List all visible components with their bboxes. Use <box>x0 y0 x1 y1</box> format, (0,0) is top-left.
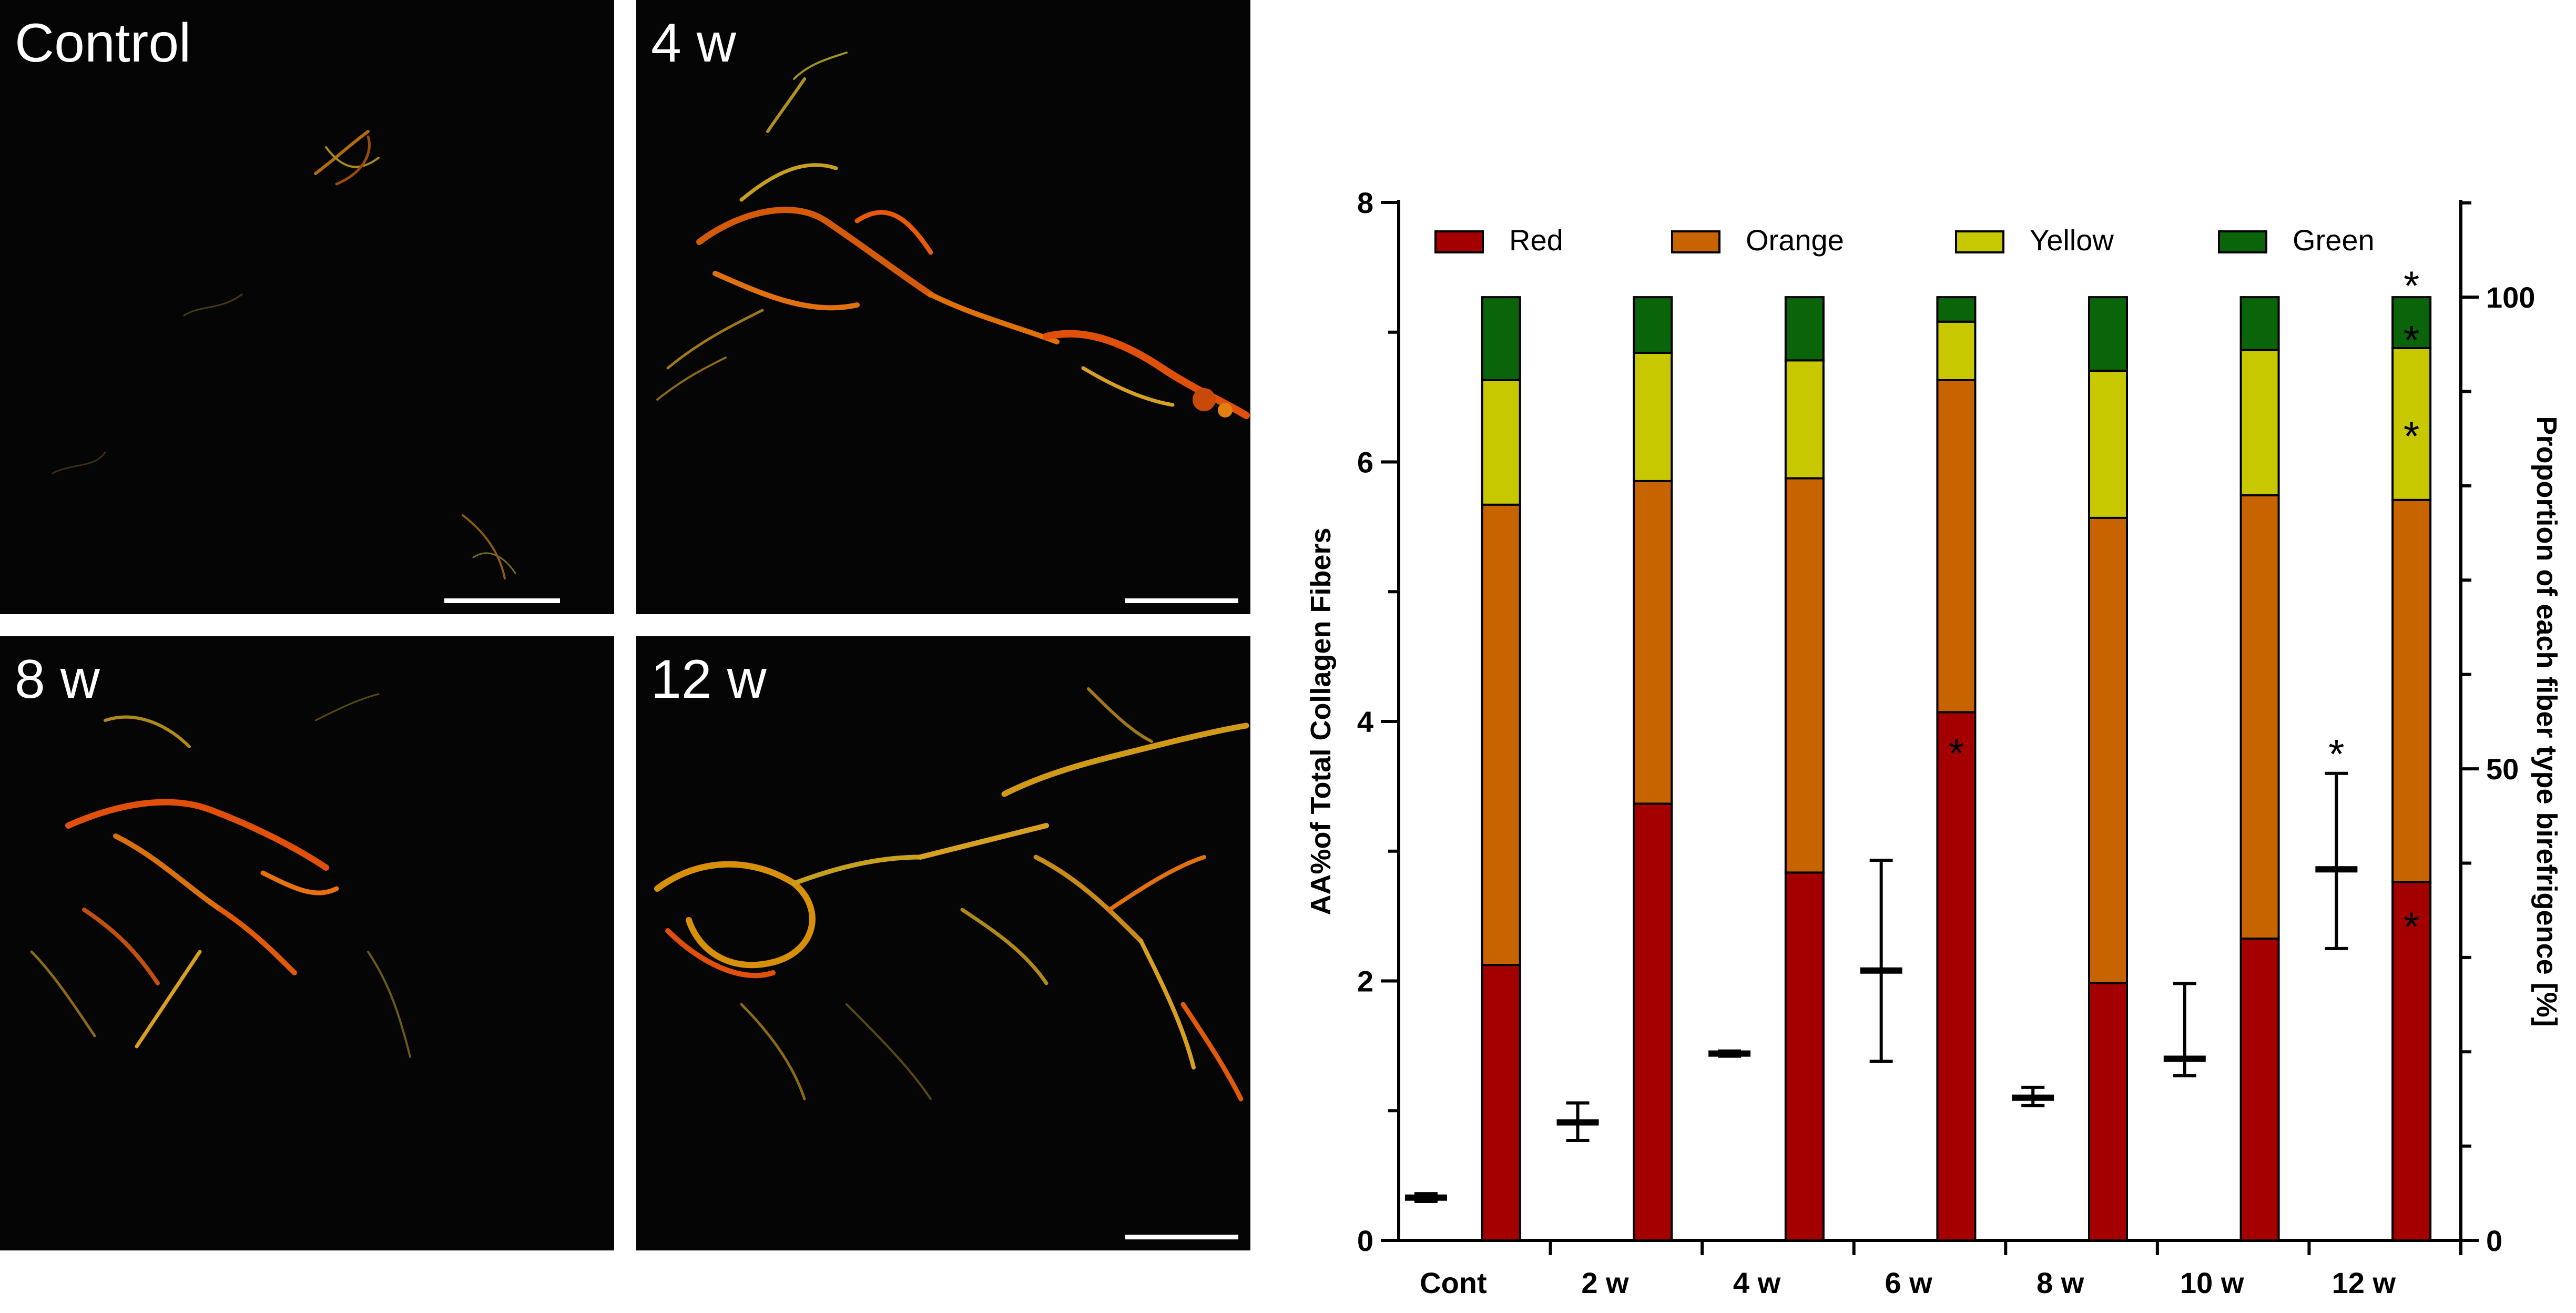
scale-bar <box>1125 598 1238 603</box>
x-tick-label: Cont <box>1420 1266 1487 1299</box>
left-tick-label: 0 <box>1357 1224 1373 1257</box>
right-tick-label: 50 <box>2486 752 2519 786</box>
micrograph-control: Control <box>0 0 614 614</box>
micrograph-4w: 4 w <box>636 0 1250 614</box>
panel-label: Control <box>15 13 191 74</box>
left-tick-label: 4 <box>1357 705 1373 738</box>
bar-segment-orange <box>2391 498 2432 883</box>
micrograph-8w: 8 w <box>0 636 614 1250</box>
significance-asterisk: * <box>2404 262 2419 309</box>
bar-segment-yellow <box>1784 359 1825 480</box>
legend-swatch-yellow <box>1955 230 2004 253</box>
right-tick-label: 100 <box>2486 281 2535 314</box>
fiber-texture <box>656 52 1250 419</box>
x-tick-label: 6 w <box>1885 1266 1932 1299</box>
bar-segment-red <box>1481 964 1521 1241</box>
legend-label-red: Red <box>1509 223 1563 257</box>
left-tick-label: 8 <box>1357 186 1373 219</box>
x-tick-label: 2 w <box>1581 1266 1629 1299</box>
significance-asterisk: * <box>2404 317 2419 363</box>
bar-segment-red <box>2088 982 2128 1242</box>
bar-segment-orange <box>2088 516 2128 984</box>
significance-asterisk: * <box>1948 730 1964 776</box>
bar-segment-red <box>1936 711 1977 1241</box>
bar-segment-green <box>1481 296 1521 381</box>
legend-label-orange: Orange <box>1746 223 1844 257</box>
significance-asterisk: * <box>2404 903 2419 950</box>
significance-asterisk: * <box>2328 731 2344 777</box>
bar-segment-red <box>2391 881 2432 1242</box>
x-tick-label: 12 w <box>2332 1266 2396 1299</box>
left-axis-title: AA%of Total Collagen Fibers <box>1305 527 1337 915</box>
legend-swatch-orange <box>1671 230 1720 253</box>
panel-label: 8 w <box>15 649 100 710</box>
bar-segment-red <box>1784 871 1825 1242</box>
right-tick-label: 0 <box>2486 1224 2502 1257</box>
fiber-texture <box>52 130 516 579</box>
bar-segment-orange <box>1481 503 1521 966</box>
x-tick-label: 10 w <box>2180 1266 2244 1299</box>
bar-segment-green <box>2239 296 2280 351</box>
scale-bar <box>1125 1235 1238 1239</box>
bar-segment-green <box>2088 296 2128 372</box>
bar-segment-green <box>1936 296 1977 323</box>
collagen-chart: 0 2 4 6 8 0 50 100 AA%of Total Collagen Fibers Pr… <box>1305 186 2561 1299</box>
legend-label-yellow: Yellow <box>2030 223 2114 257</box>
bar-segment-green <box>1784 296 1825 362</box>
bar-segment-yellow <box>1481 379 1521 506</box>
legend-swatch-green <box>2218 230 2267 253</box>
bar-segment-orange <box>1936 379 1977 714</box>
bar-segment-yellow <box>1633 351 1673 482</box>
bar-segment-orange <box>1784 477 1825 874</box>
bar-segment-green <box>2391 296 2432 349</box>
fiber-texture <box>30 693 411 1058</box>
fiber-texture <box>654 687 1249 1102</box>
bar-segment-red <box>1633 802 1673 1241</box>
left-tick-label: 2 <box>1357 965 1373 998</box>
bar-segment-yellow <box>2239 349 2280 496</box>
legend-label-green: Green <box>2293 223 2375 257</box>
significance-asterisk: * <box>2404 413 2419 459</box>
right-axis-title: Proportion of each fiber type birefrigen… <box>2531 416 2561 1026</box>
bar-segment-yellow <box>1936 320 1977 381</box>
bar-segment-orange <box>1633 480 1673 805</box>
bar-segment-red <box>2239 937 2280 1241</box>
left-tick-label: 6 <box>1357 446 1373 479</box>
bar-segment-green <box>1633 296 1673 354</box>
panel-label: 12 w <box>651 649 767 710</box>
x-tick-label: 4 w <box>1733 1266 1781 1299</box>
bar-segment-yellow <box>2088 370 2128 519</box>
panel-label: 4 w <box>651 13 736 74</box>
legend-swatch-red <box>1434 230 1484 253</box>
bar-segment-orange <box>2239 494 2280 940</box>
micrograph-12w: 12 w <box>636 636 1250 1250</box>
scale-bar <box>444 598 560 603</box>
x-tick-label: 8 w <box>2037 1266 2084 1299</box>
